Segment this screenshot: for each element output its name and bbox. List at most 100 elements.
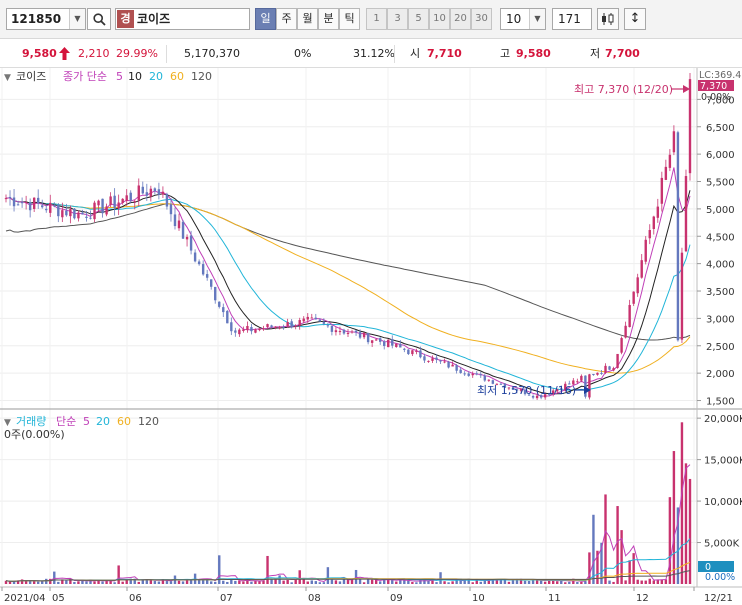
candle-body [399,344,402,348]
volume-bar [624,580,627,584]
volume-bar [322,582,326,584]
candle-body [93,202,96,220]
minute-5-button[interactable]: 5 [408,8,429,30]
volume-bar [294,579,297,584]
candle-body [628,305,631,328]
candle-body [572,380,575,385]
candle-body [354,330,358,333]
candle-body [503,383,507,388]
candle-body [161,191,165,195]
candle-body [32,197,36,209]
candle-count-input[interactable]: 171 [552,8,592,30]
volume-bar [636,579,639,584]
minute-1-button[interactable]: 1 [366,8,387,30]
volume-bar [326,567,330,584]
minute-20-button[interactable]: 20 [450,8,471,30]
candle-body [45,208,48,211]
date-tick-label: 09 [390,593,403,604]
volume-bar [423,579,426,584]
volume-bar [89,579,92,584]
volume-bar [358,579,362,584]
candle-body [314,317,318,320]
candle-body [668,154,672,168]
interval-select[interactable]: 10 ▼ [500,8,546,30]
code-dropdown-icon[interactable]: ▼ [69,9,85,29]
legend-stock-name: 코이즈 [16,70,46,83]
volume-bar [133,578,136,584]
candle-body [298,320,301,326]
minute-interval-buttons: 1 3 5 10 20 30 [366,8,492,30]
candle-body [169,204,173,215]
candle-body [584,375,587,397]
candle-body [451,364,454,367]
tab-tick[interactable]: 틱 [339,8,360,30]
minute-10-button[interactable]: 10 [429,8,450,30]
tab-week[interactable]: 주 [276,8,297,30]
volume-bar [266,555,269,584]
candle-body [137,185,140,201]
legend-series-label: 종가 단순 [63,70,107,83]
volume-tick-label: 20,000K [704,414,742,425]
volume-bar [531,580,535,584]
tab-month[interactable]: 월 [297,8,318,30]
volume-bar [511,579,515,584]
minute-3-button[interactable]: 3 [387,8,408,30]
stock-code-input[interactable]: 121850 ▼ [6,8,86,30]
volume-bar [49,578,52,584]
volume-bar [419,579,422,584]
volume-bar [113,582,116,584]
volume-bar [354,569,358,584]
candle-body [234,330,237,333]
volume-bar [205,580,209,584]
candle-body [181,221,185,239]
minute-30-button[interactable]: 30 [471,8,492,30]
candle-body [338,331,342,333]
candle-body [41,205,44,208]
volume-bar [362,582,366,584]
volume-bar [644,580,647,584]
volume-bar [632,553,635,584]
candle-body [519,389,523,391]
candle-body [688,79,692,174]
price-info-bar: 9,580 2,210 29.99% 5,170,370 0% 31.12% 시… [0,40,742,68]
candle-body [310,317,313,319]
volume-bar [145,579,149,584]
search-button[interactable] [87,8,111,30]
candle-body [391,339,394,346]
volume-bar [226,581,229,584]
volume-bar [584,581,587,584]
candle-body [387,339,390,348]
candle-toggle-button[interactable] [597,8,619,30]
volume-bar [181,581,185,584]
candle-body [346,333,350,335]
candle-body [447,361,450,368]
stock-chart[interactable]: ▼ 코이즈 종가 단순 5 10 20 60 120 ▼ 거래량 단순 5 20… [0,68,742,605]
high-annotation-text: 최고 7,370 (12/20) [574,83,673,96]
volume-bar [507,581,511,584]
candle-body [49,202,52,213]
candle-body [193,252,197,262]
candle-body [423,356,426,361]
volume-bar [73,581,76,584]
tab-day[interactable]: 일 [255,8,276,30]
price-tick-label: 6,500 [706,123,735,134]
moving-average-lines [5,167,691,397]
interval-dropdown-icon[interactable]: ▼ [529,9,545,29]
stock-name-box[interactable]: 경 코이즈 [115,8,250,30]
volume-bar [117,565,120,584]
candle-body [77,212,80,219]
interval-value: 10 [506,12,522,26]
candle-body [222,307,225,313]
volume-bar [668,497,672,584]
candle-body [149,188,153,197]
lc-label: LC:369.4 [699,70,741,81]
date-tick-label: 08 [308,593,321,604]
tab-minute[interactable]: 분 [318,8,339,30]
volume-bar [69,578,72,584]
candle-body [491,380,495,384]
candle-body [556,389,559,392]
scale-toggle-button[interactable]: ↕ [624,8,646,30]
candle-body [600,372,603,374]
volume-bar [604,494,607,584]
volume-bar [620,530,623,584]
